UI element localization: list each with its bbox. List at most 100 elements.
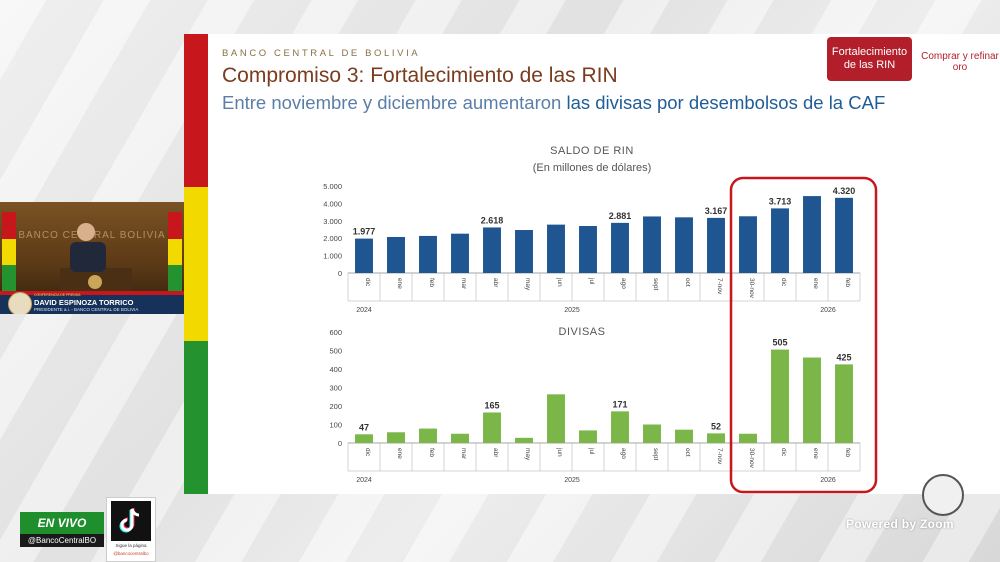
- divisas-data-label: 47: [359, 422, 369, 432]
- rin-xtick: mar: [460, 278, 467, 290]
- divisas-bar: [611, 411, 629, 443]
- divisas-ytick: 400: [329, 365, 342, 374]
- flag-right: [168, 212, 182, 292]
- divisas-bar: [515, 437, 533, 443]
- rin-xtick: feb: [844, 278, 851, 287]
- rin-ytick: 5.000: [323, 182, 342, 191]
- rin-bar: [803, 196, 821, 273]
- divisas-bar: [739, 433, 757, 443]
- live-badge: EN VIVO: [20, 512, 104, 534]
- rin-bar: [707, 217, 725, 273]
- divisas-xtick: abr: [492, 448, 499, 458]
- divisas-xtick: jul: [588, 447, 595, 455]
- rin-bar: [515, 230, 533, 273]
- rin-xtick: jun: [556, 277, 563, 287]
- divisas-xtick: ene: [396, 448, 403, 459]
- rin-year-label: 2024: [356, 307, 372, 314]
- divisas-ytick: 0: [338, 439, 342, 448]
- divisas-xtick: feb: [844, 448, 851, 457]
- lower-third: [0, 291, 184, 314]
- divisas-bar: [835, 364, 853, 443]
- rin-chart: 0 1.000 2.000 3.000 4.000 5.000 1.977 dic ene feb…: [323, 182, 861, 314]
- rin-data-label: 4.320: [833, 186, 856, 196]
- rin-bar: [675, 217, 693, 273]
- divisas-xtick: 30-nov: [748, 448, 755, 469]
- speaker-figure: [60, 223, 132, 293]
- bank-name: BANCO CENTRAL DE BOLIVIA: [222, 48, 421, 59]
- divisas-data-label: 171: [612, 399, 627, 409]
- rin-bar: [611, 222, 629, 273]
- social-handle: @BancoCentralBO: [20, 534, 104, 547]
- bolivia-flag-stripe: [184, 34, 208, 494]
- powered-by-zoom: Powered by Zoom: [846, 517, 954, 531]
- divisas-xtick: dic: [364, 448, 371, 457]
- rin-xtick: abr: [492, 278, 499, 288]
- divisas-xtick: may: [524, 448, 531, 461]
- rin-chart-title: SALDO DE RIN: [550, 145, 634, 157]
- institution-seal-icon: [922, 474, 964, 516]
- divisas-ytick: 500: [329, 347, 342, 356]
- divisas-xtick: dic: [780, 448, 787, 457]
- rin-ytick: 2.000: [323, 234, 342, 243]
- flag-left: [2, 212, 16, 292]
- subtitle-plain: Entre noviembre y diciembre aumentaron: [222, 92, 567, 113]
- rin-bar: [835, 197, 853, 273]
- presentation-slide: BANCO CENTRAL DE BOLIVIA Compromiso 3: F…: [184, 34, 1000, 494]
- divisas-xtick: 7-nov: [716, 448, 723, 465]
- rin-bar: [419, 235, 437, 273]
- rin-data-label: 3.167: [705, 206, 728, 216]
- speaker-name: DAVID ESPINOZA TORRICO: [34, 298, 134, 307]
- rin-bar: [643, 216, 661, 273]
- rin-xtick: 7-nov: [716, 278, 723, 295]
- divisas-bar: [803, 357, 821, 443]
- divisas-data-label: 165: [484, 400, 499, 410]
- lower-third-accent: [0, 291, 184, 295]
- divisas-bar: [451, 433, 469, 443]
- rin-xtick: dic: [780, 278, 787, 287]
- tiktok-qr-card[interactable]: Sigue la página @bancocentralbo: [106, 497, 156, 562]
- fortalecimiento-rin-button[interactable]: Fortalecimiento de las RIN: [827, 37, 912, 81]
- divisas-year-label: 2025: [564, 477, 580, 484]
- divisas-xtick: mar: [460, 448, 467, 460]
- divisas-year-label: 2026: [820, 477, 836, 484]
- divisas-xtick: oct: [684, 448, 691, 457]
- subtitle-highlight: las divisas por desembolsos de la CAF: [566, 92, 886, 113]
- rin-ytick: 0: [338, 269, 342, 278]
- rin-bar: [547, 224, 565, 273]
- camera-tile[interactable]: BANCO CENTRAL BOLIVIA CONFERENCIA DE PRE…: [0, 202, 184, 314]
- rin-year-label: 2025: [564, 307, 580, 314]
- tiktok-icon: [111, 501, 151, 541]
- rin-bar: [771, 208, 789, 273]
- rin-year-label: 2026: [820, 307, 836, 314]
- divisas-ytick: 600: [329, 328, 342, 337]
- rin-bar: [579, 226, 597, 273]
- comprar-refinar-oro-link[interactable]: Comprar y refinar oro: [921, 51, 999, 73]
- divisas-data-label: 52: [711, 421, 721, 431]
- rin-xtick: may: [524, 278, 531, 291]
- divisas-xtick: ago: [620, 448, 627, 459]
- divisas-xtick: sept: [652, 448, 659, 460]
- highlight-box: [729, 176, 878, 494]
- rin-xtick: oct: [684, 278, 691, 287]
- rin-chart-subtitle: (En millones de dólares): [533, 162, 652, 174]
- divisas-bar: [547, 394, 565, 443]
- rin-xtick: jul: [588, 277, 595, 285]
- divisas-ytick: 300: [329, 384, 342, 393]
- divisas-bar: [419, 428, 437, 443]
- divisas-ytick: 100: [329, 421, 342, 430]
- rin-bar: [739, 216, 757, 273]
- rin-xtick: 30-nov: [748, 278, 755, 299]
- rin-ytick: 4.000: [323, 199, 342, 208]
- divisas-bar: [771, 349, 789, 443]
- rin-data-label: 2.881: [609, 211, 632, 221]
- rin-xtick: ene: [396, 278, 403, 289]
- divisas-xtick: feb: [428, 448, 435, 457]
- rin-data-label: 2.618: [481, 215, 504, 225]
- rin-data-label: 1.977: [353, 227, 376, 237]
- tiktok-caption: Sigue la página: [115, 543, 147, 548]
- rin-ytick: 1.000: [323, 252, 342, 261]
- divisas-xtick: ene: [812, 448, 819, 459]
- divisas-bar: [675, 429, 693, 443]
- rin-xtick: sept: [652, 278, 659, 290]
- bcb-logo: [8, 292, 32, 314]
